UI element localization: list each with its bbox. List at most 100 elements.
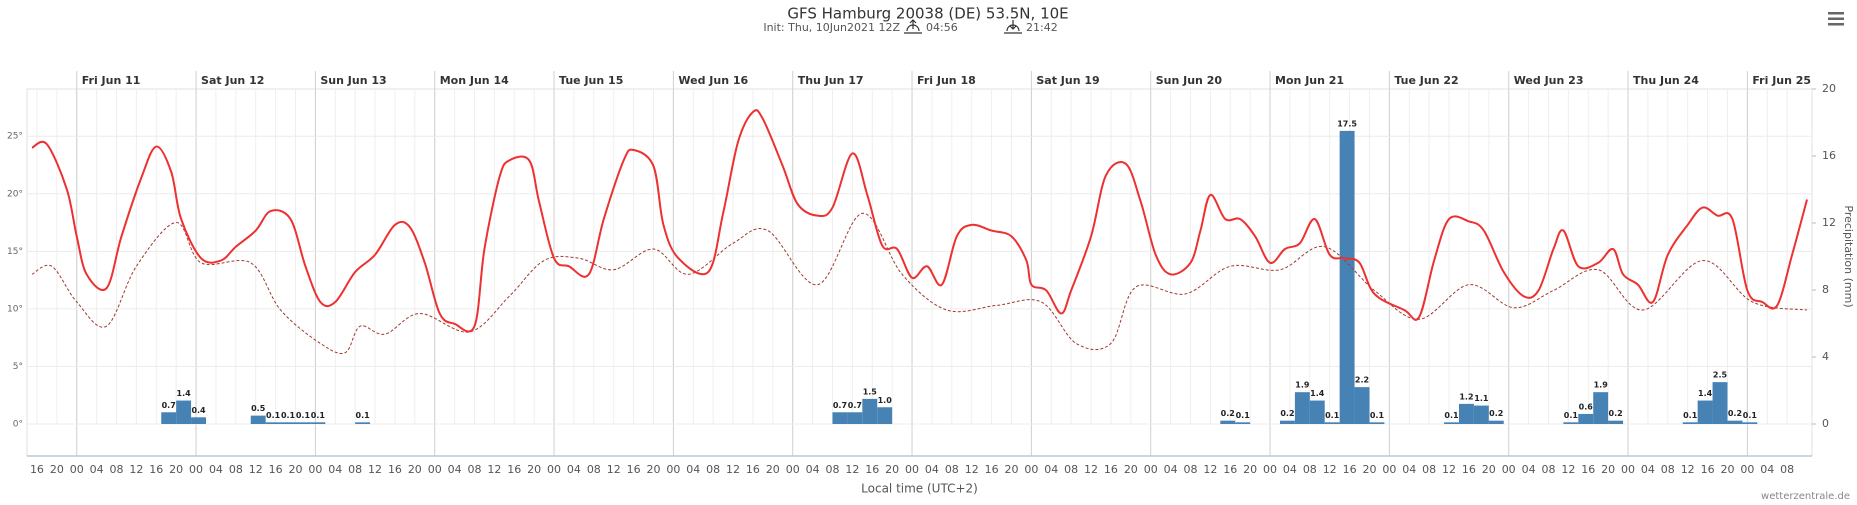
bar-value-label: 1.2 [1459,392,1473,401]
bar-value-label: 0.2 [1609,409,1623,418]
precip-bar [862,398,878,424]
x-tick-label: 08 [348,463,362,476]
x-tick-label: 16 [1223,463,1237,476]
day-label: Tue Jun 15 [559,74,623,87]
precip-bar [1444,422,1459,424]
precip-bar [1682,422,1698,424]
bar-value-label: 0.7 [833,401,847,410]
precip-bar [1473,405,1489,424]
x-tick-label: 00 [1024,463,1038,476]
y-tick-label: 15° [7,247,23,257]
x-tick-label: 20 [408,463,422,476]
x-tick-label: 16 [627,463,641,476]
y2-tick-label: 16 [1822,149,1836,162]
y2-axis-title: Precipitation (mm) [1842,205,1855,307]
precip-bar [1369,422,1385,424]
x-tick-label: 16 [30,463,44,476]
y2-tick-label: 8 [1822,283,1829,296]
x-tick-label: 16 [1701,463,1715,476]
x-tick-label: 04 [1283,463,1297,476]
x-tick-label: 04 [328,463,342,476]
precip-bar [1220,420,1236,424]
x-tick-label: 04 [1044,463,1058,476]
precip-bar [161,412,177,424]
x-tick-label: 08 [1064,463,1078,476]
x-tick-label: 20 [288,463,302,476]
day-label: Thu Jun 17 [798,74,864,87]
y-tick-label: 20° [7,189,23,199]
x-tick-label: 16 [388,463,402,476]
y2-tick-label: 20 [1822,82,1836,95]
precip-bar [1235,422,1251,424]
x-tick-label: 00 [1621,463,1635,476]
menu-button[interactable] [1828,12,1844,26]
precip-bar [1712,382,1728,424]
bar-value-label: 1.9 [1295,381,1310,390]
x-tick-label: 04 [1164,463,1178,476]
bar-value-label: 0.1 [1743,411,1758,420]
x-tick-label: 00 [1502,463,1516,476]
y-tick-label: 0° [13,420,23,430]
day-label: Wed Jun 23 [1514,74,1584,87]
x-tick-label: 08 [945,463,959,476]
bar-value-label: 1.0 [878,396,893,405]
credit: wetterzentrale.de [1761,491,1850,502]
x-tick-label: 12 [1561,463,1575,476]
x-tick-label: 16 [865,463,879,476]
day-label: Sat Jun 19 [1036,74,1099,87]
day-label: Fri Jun 11 [82,74,141,87]
x-tick-label: 08 [587,463,601,476]
x-tick-label: 16 [1343,463,1357,476]
dewpoint-line [31,212,1808,354]
bar-value-label: 0.5 [251,404,266,413]
x-tick-label: 00 [905,463,919,476]
x-tick-label: 00 [1382,463,1396,476]
x-tick-label: 04 [925,463,939,476]
x-tick-label: 20 [1601,463,1615,476]
bar-value-label: 0.1 [1564,411,1579,420]
x-tick-label: 04 [448,463,462,476]
temperature-line [31,109,1808,333]
precip-bar [280,422,296,424]
sunset-time: 21:42 [1026,21,1058,34]
x-tick-label: 12 [1203,463,1217,476]
y2-tick-label: 12 [1822,216,1836,229]
y-tick-label: 10° [7,304,23,314]
bar-value-label: 0.6 [1579,402,1594,411]
bar-value-label: 1.4 [177,389,192,398]
x-tick-label: 16 [149,463,163,476]
x-tick-label: 12 [1442,463,1456,476]
bar-value-label: 0.1 [1325,411,1340,420]
day-label: Tue Jun 22 [1394,74,1458,87]
x-tick-label: 12 [965,463,979,476]
bar-value-label: 0.1 [281,411,296,420]
x-tick-label: 16 [746,463,760,476]
x-tick-label: 04 [1402,463,1416,476]
x-tick-label: 08 [1303,463,1317,476]
bar-value-label: 1.5 [863,387,878,396]
precip-bar [1578,413,1594,424]
x-tick-label: 00 [666,463,680,476]
x-tick-label: 08 [109,463,123,476]
precip-bar [877,407,893,424]
precip-bar [1324,422,1340,424]
x-axis-title: Local time (UTC+2) [861,482,978,496]
precip-bar [295,422,311,424]
bar-value-label: 1.9 [1594,381,1609,390]
bar-value-label: 0.2 [1280,409,1294,418]
precip-bar [847,412,863,424]
day-label: Sun Jun 20 [1156,74,1223,87]
precip-bar [1697,400,1713,424]
bar-value-label: 1.1 [1474,394,1489,403]
x-tick-label: 20 [50,463,64,476]
x-tick-label: 16 [985,463,999,476]
bar-value-label: 0.4 [191,406,206,415]
x-tick-label: 12 [129,463,143,476]
x-tick-label: 20 [1243,463,1257,476]
x-tick-label: 08 [1422,463,1436,476]
x-tick-label: 12 [726,463,740,476]
x-tick-label: 08 [706,463,720,476]
x-tick-label: 00 [70,463,84,476]
x-tick-label: 00 [1740,463,1754,476]
x-tick-label: 08 [1541,463,1555,476]
